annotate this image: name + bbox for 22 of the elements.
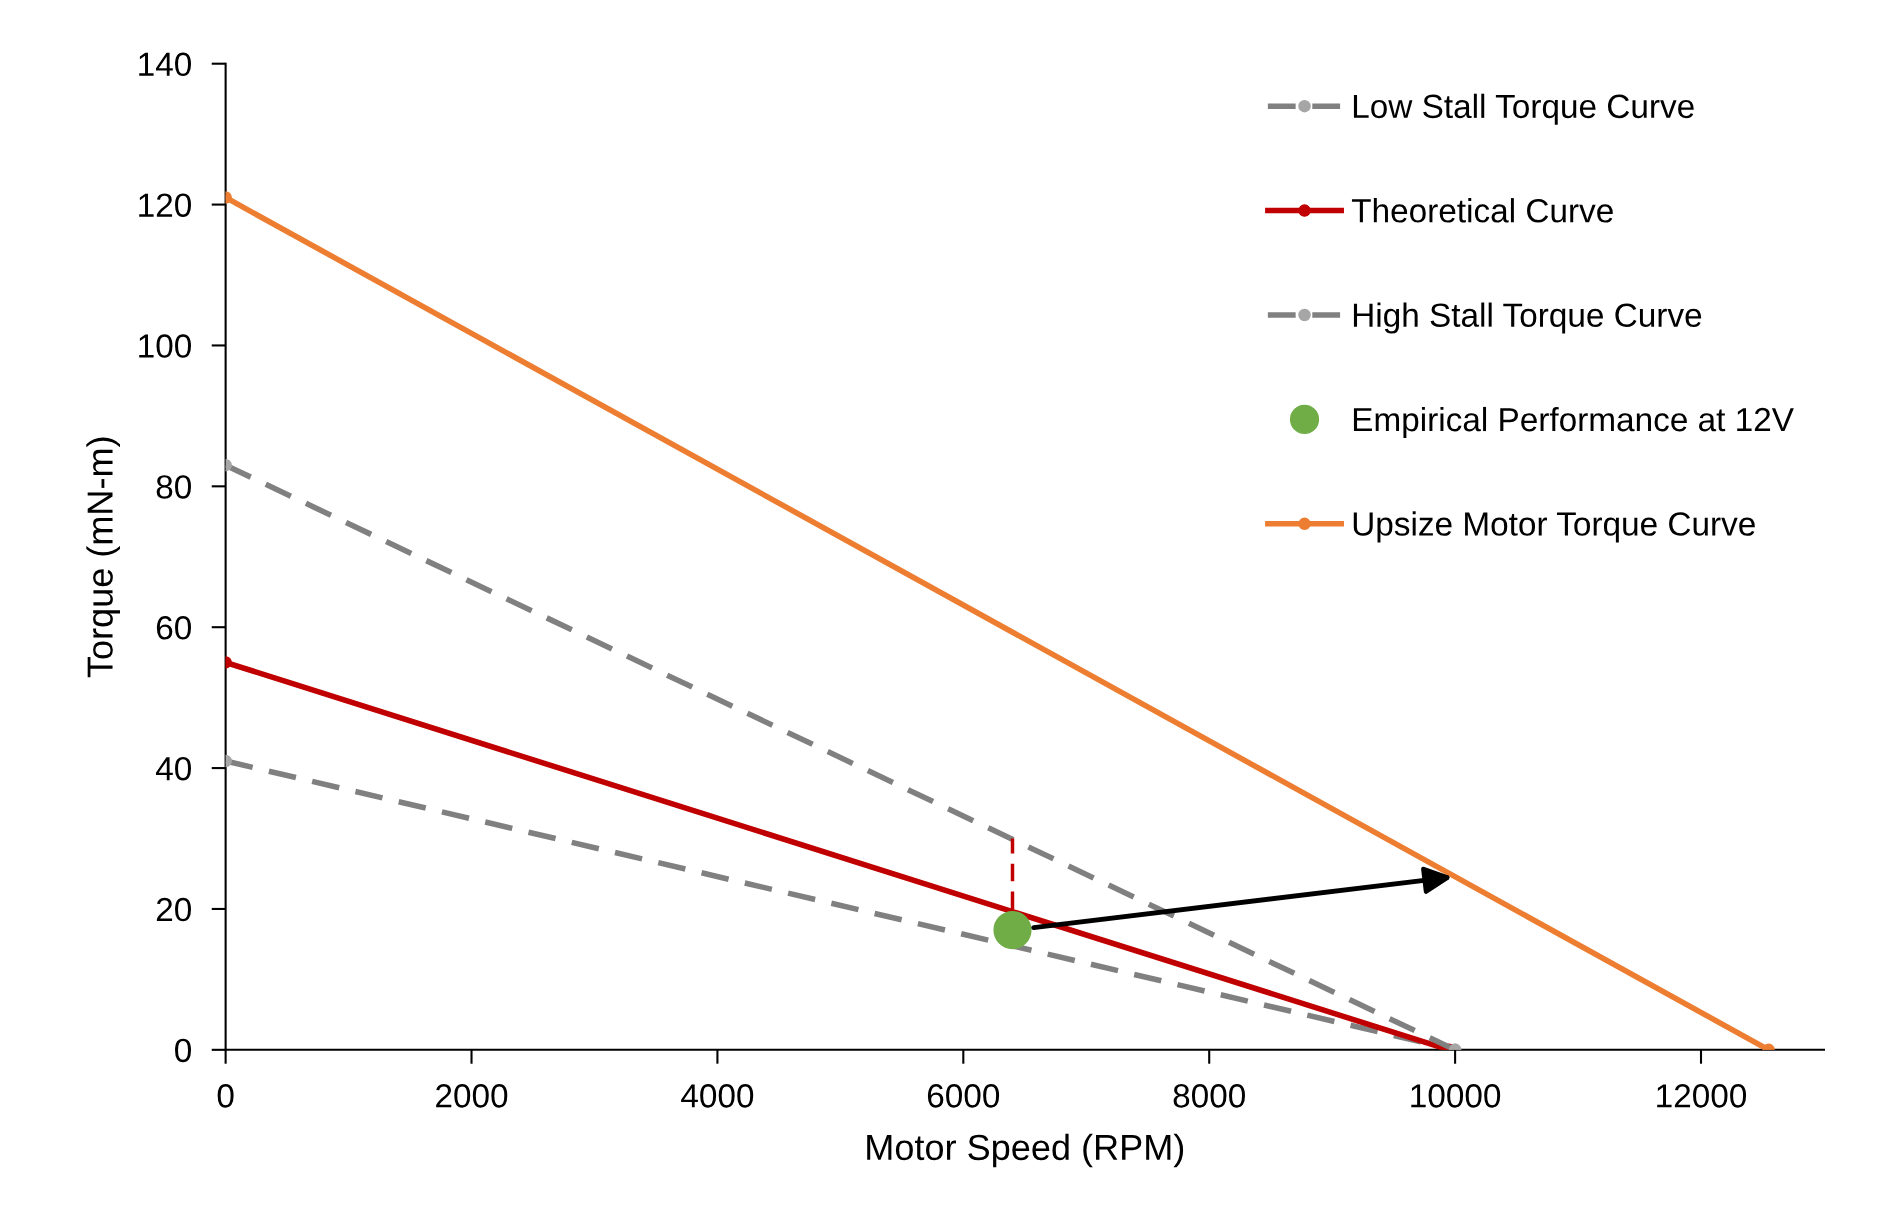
- x-axis-title: Motor Speed (RPM): [867, 1133, 1184, 1168]
- x-tick-label: 12000: [1657, 1084, 1747, 1108]
- y-tick-label: 40: [155, 756, 191, 781]
- legend-label: Theoretical Curve: [1351, 198, 1613, 223]
- y-tick-label: 20: [156, 897, 191, 922]
- legend-label: Empirical Performance at 12V: [1353, 406, 1794, 438]
- y-axis-title: Torque (mN-m): [86, 437, 121, 678]
- x-tick-label: 4000: [681, 1084, 754, 1108]
- y-tick-label: 60: [156, 616, 191, 640]
- x-tick-label: 10000: [1411, 1084, 1501, 1108]
- y-tick-label: 0: [175, 1038, 191, 1063]
- y-tick-label: 80: [156, 475, 191, 499]
- y-tick-label: 120: [139, 193, 191, 217]
- y-tick-label: 100: [139, 334, 191, 358]
- legend-label: Low Stall Torque Curve: [1353, 93, 1694, 125]
- x-tick-label: 0: [217, 1084, 234, 1108]
- x-tick-label: 6000: [927, 1084, 1000, 1108]
- legend-label: High Stall Torque Curve: [1353, 302, 1702, 334]
- y-tick-label: 140: [139, 52, 191, 77]
- x-tick-label: 8000: [1173, 1084, 1245, 1108]
- x-tick-label: 2000: [436, 1084, 508, 1108]
- legend-label: Upsize Motor Torque Curve: [1353, 511, 1755, 543]
